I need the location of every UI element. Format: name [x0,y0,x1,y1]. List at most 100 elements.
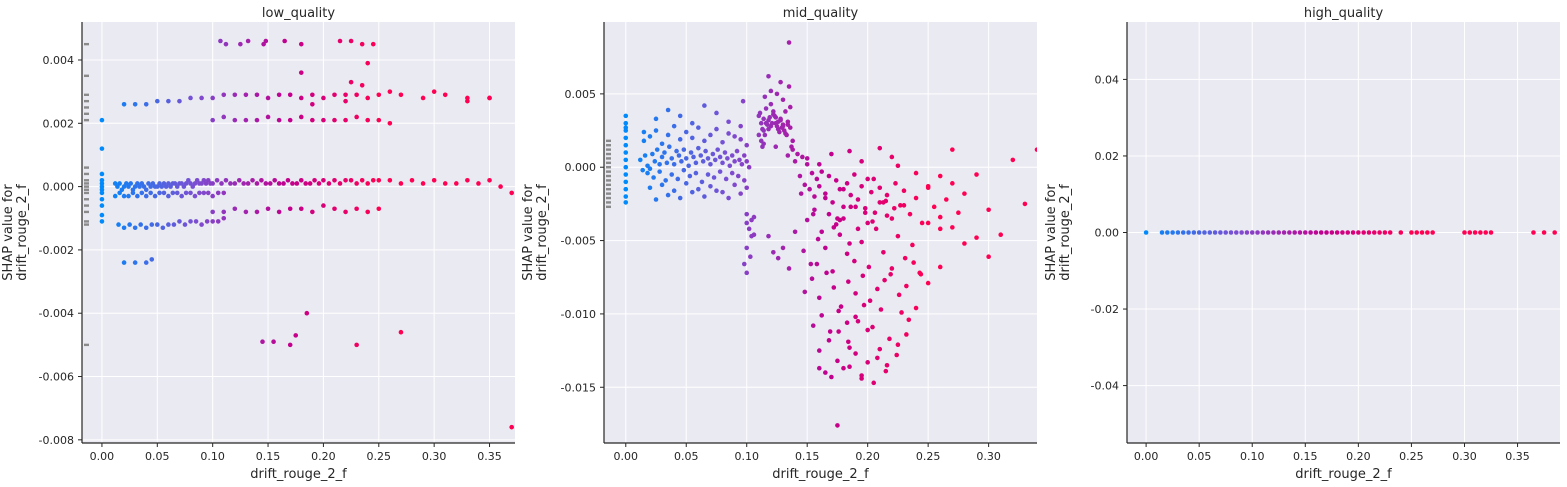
data-point [877,346,883,352]
data-point [847,364,852,370]
x-tick-label: 0.20 [311,450,336,463]
data-point [844,181,850,186]
data-point [687,173,693,179]
data-point [746,226,752,232]
data-point [780,245,786,251]
data-point [232,117,238,123]
y-tick-label: -0.010 [561,308,596,321]
y-tick-label: 0.00 [1095,227,1120,240]
data-point [956,210,961,215]
data-point [652,159,658,164]
data-point [873,226,879,232]
data-point [689,135,695,141]
data-point [293,333,299,338]
data-point [783,131,788,136]
data-point [1356,230,1361,235]
data-point [1180,230,1186,235]
data-point [243,117,249,123]
data-point [767,115,772,120]
x-tick-label: 0.30 [422,450,447,463]
data-point [735,173,741,179]
x-axis-label: drift_rouge_2_f [250,467,347,482]
data-point [1228,230,1234,235]
data-point [800,154,805,160]
data-point [623,120,629,126]
data-point [711,175,717,180]
x-tick-label: 0.25 [367,450,392,463]
data-point [910,242,915,248]
data-point [365,181,371,186]
data-point [1260,230,1266,235]
data-point [637,157,643,163]
data-point [898,203,903,208]
data-point [276,181,282,186]
data-point [816,183,822,189]
data-point [766,126,771,132]
data-point [683,129,689,135]
data-point [785,122,791,127]
data-point [841,186,846,192]
y-tick-label: 0.005 [565,88,597,101]
data-point [398,329,404,335]
rug-mark [606,174,611,178]
data-point [420,181,426,186]
data-point [937,226,943,232]
data-point [99,196,105,202]
data-point [376,117,382,123]
data-point [906,317,912,323]
y-tick-label: 0.02 [1095,150,1120,163]
data-point [742,261,747,267]
data-point [671,161,677,167]
data-point [232,92,238,98]
data-point [894,352,899,358]
data-point [99,181,105,186]
data-point [509,190,514,196]
data-point [801,248,806,254]
data-point [812,207,817,213]
data-point [99,219,105,224]
data-point [925,220,931,226]
data-point [116,222,121,227]
data-point [166,193,171,199]
rug-mark [84,220,89,223]
data-point [1191,230,1197,235]
y-tick-label: 0.000 [565,161,597,174]
data-point [205,190,211,196]
data-point [865,176,870,182]
data-point [807,186,812,192]
data-point [298,206,304,212]
data-point [641,138,647,144]
data-point [744,159,750,164]
data-point [786,84,792,89]
data-point [431,89,437,94]
rug-mark [84,198,89,201]
data-point [121,193,127,199]
data-point [853,291,858,296]
data-point [744,270,750,276]
data-point [263,181,269,186]
data-point [836,329,841,334]
data-point [775,255,781,261]
data-point [623,179,629,185]
data-point [143,260,149,265]
data-point [852,172,857,177]
data-point [1377,230,1382,235]
data-point [862,206,868,211]
data-point [760,144,765,149]
x-tick-label: 0.10 [734,450,759,463]
data-point [348,177,354,183]
data-point [739,161,745,167]
data-point [99,171,105,177]
data-point [772,113,777,119]
data-point [1202,230,1207,235]
data-point [748,254,753,259]
rug-mark [84,343,89,347]
data-point [884,362,890,368]
data-point [786,40,792,45]
data-point [867,298,873,304]
data-point [744,185,750,191]
data-point [809,170,815,176]
data-point [487,177,492,183]
data-point [1249,230,1255,235]
data-point [1531,230,1536,235]
